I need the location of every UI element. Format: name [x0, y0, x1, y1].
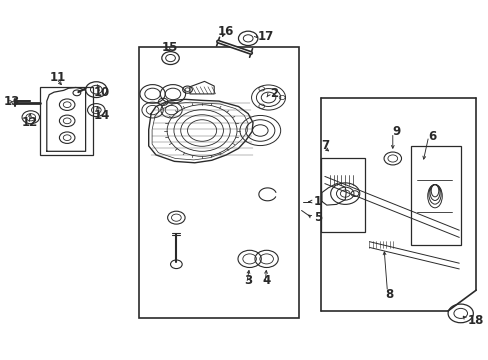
Text: 4: 4 [262, 274, 270, 287]
Text: 11: 11 [50, 71, 66, 84]
Text: 3: 3 [244, 274, 252, 287]
Text: 14: 14 [93, 109, 110, 122]
Text: 15: 15 [161, 41, 178, 54]
Bar [410, 146, 460, 244]
Text: 9: 9 [391, 125, 400, 138]
Text: 6: 6 [427, 130, 436, 144]
Text: 1: 1 [313, 195, 321, 208]
Text: 5: 5 [313, 211, 321, 224]
Text: 8: 8 [384, 288, 392, 301]
Text: 7: 7 [320, 139, 328, 152]
Text: 10: 10 [93, 86, 109, 99]
Bar [320, 158, 364, 232]
Bar [139, 47, 299, 318]
Text: 16: 16 [218, 25, 234, 38]
Text: 17: 17 [257, 30, 274, 43]
Text: 13: 13 [3, 95, 20, 108]
Text: 18: 18 [467, 314, 484, 328]
Bar [41, 87, 93, 155]
Text: 12: 12 [21, 116, 38, 129]
Text: 2: 2 [269, 87, 278, 100]
